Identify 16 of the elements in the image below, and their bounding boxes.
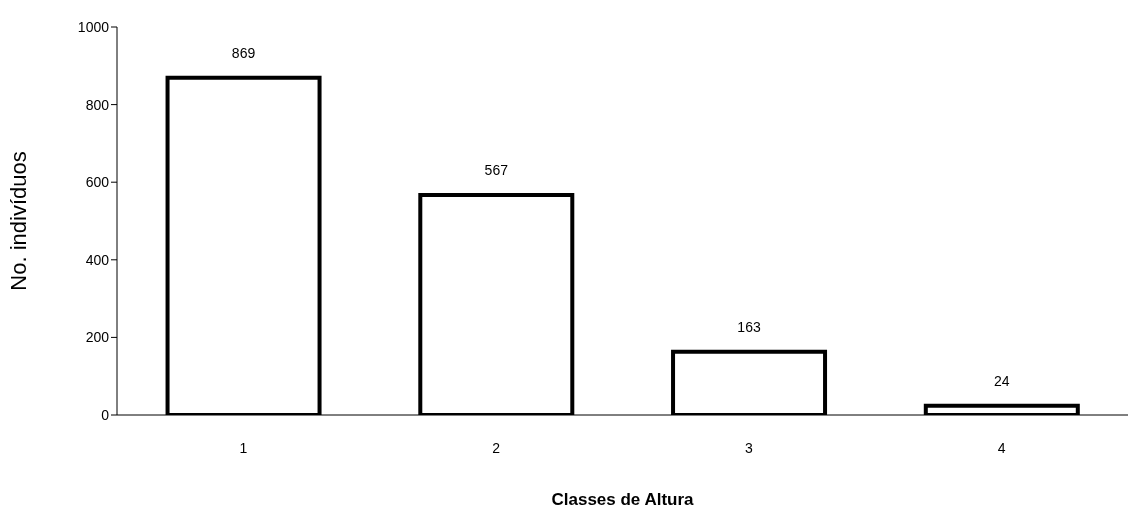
y-tick-label: 600 [85,174,110,191]
data-label: 163 [737,318,761,335]
y-axis-title: No. indivíduos [5,151,31,291]
y-tick-label: 800 [85,96,110,113]
x-tick-label: 1 [239,439,248,456]
data-label: 869 [231,44,256,61]
data-label: 567 [484,162,509,178]
y-tick-label: 200 [85,329,110,346]
y-tick-label: 1000 [77,18,110,35]
x-tick-label: 2 [492,439,501,456]
x-tick-label: 3 [744,439,753,456]
x-axis-title: Classes de Altura [551,490,695,509]
y-tick-label: 0 [101,406,110,423]
y-tick-label: 400 [85,251,110,268]
data-label: 24 [994,372,1010,389]
x-tick-label: 4 [997,439,1006,456]
